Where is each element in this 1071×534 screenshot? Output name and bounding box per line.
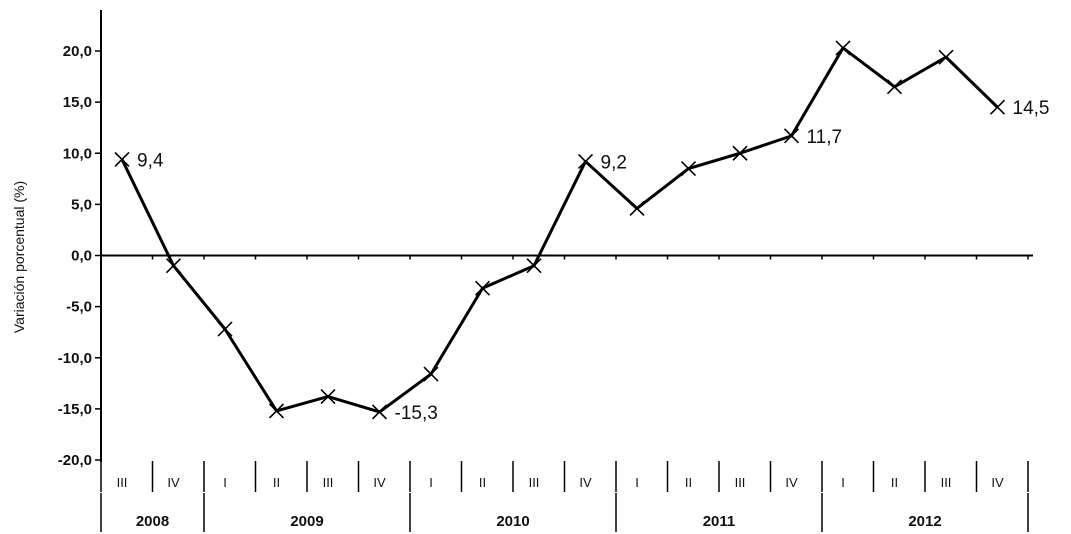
data-point bbox=[732, 145, 748, 161]
x-tick-label: III bbox=[529, 475, 540, 490]
year-label: 2011 bbox=[703, 513, 736, 530]
x-tick-label: IV bbox=[167, 475, 180, 490]
marker-stroke bbox=[732, 145, 748, 161]
data-labels: 9,4 -15,3 9,2 11,7 14,5 bbox=[137, 98, 1049, 424]
x-tick-label: III bbox=[735, 475, 746, 490]
data-point bbox=[474, 280, 491, 296]
marker-stroke bbox=[217, 321, 233, 337]
data-point bbox=[423, 366, 439, 382]
data-point bbox=[783, 128, 800, 144]
x-tick-label: II bbox=[891, 475, 898, 490]
data-point bbox=[320, 389, 336, 405]
marker-stroke bbox=[989, 99, 1006, 115]
marker-stroke bbox=[423, 366, 439, 382]
data-label: -15,3 bbox=[395, 403, 438, 424]
y-tick-label: -10,0 bbox=[58, 350, 92, 367]
marker-stroke bbox=[680, 161, 697, 177]
x-tick-label: IV bbox=[579, 475, 592, 490]
y-tick-label: -5,0 bbox=[66, 299, 92, 316]
data-point bbox=[577, 153, 594, 169]
data-point bbox=[268, 403, 285, 419]
data-label: 9,4 bbox=[137, 150, 164, 171]
marker-stroke bbox=[783, 128, 800, 144]
x-tick-label: I bbox=[429, 475, 433, 490]
marker-stroke bbox=[629, 200, 645, 217]
marker-stroke bbox=[526, 258, 542, 274]
year-label: 2010 bbox=[496, 513, 529, 530]
y-tick-label: 0,0 bbox=[71, 248, 92, 265]
x-tick-label: II bbox=[479, 475, 486, 490]
marker-stroke bbox=[268, 403, 285, 419]
data-point bbox=[371, 404, 388, 420]
data-label: 9,2 bbox=[601, 152, 627, 173]
data-point bbox=[835, 40, 851, 56]
data-point bbox=[886, 79, 903, 95]
x-tick-label: II bbox=[273, 475, 280, 490]
data-point bbox=[938, 49, 954, 65]
data-point bbox=[629, 200, 645, 217]
data-point bbox=[114, 151, 130, 167]
y-tick-label: -15,0 bbox=[58, 401, 92, 418]
marker-stroke bbox=[114, 151, 130, 167]
data-point bbox=[989, 99, 1006, 115]
y-tick-label: 15,0 bbox=[63, 94, 92, 111]
x-tick-label: III bbox=[323, 475, 334, 490]
series-line bbox=[120, 46, 999, 414]
marker-stroke bbox=[886, 79, 903, 95]
y-tick-label: -20,0 bbox=[58, 452, 92, 469]
data-point bbox=[217, 321, 233, 337]
x-tick-label: IV bbox=[991, 475, 1004, 490]
x-tick-label: I bbox=[841, 475, 845, 490]
x-tick-label: I bbox=[635, 475, 639, 490]
x-tick-label: II bbox=[685, 475, 692, 490]
marker-stroke bbox=[938, 49, 954, 65]
year-label: 2012 bbox=[908, 513, 941, 530]
series bbox=[114, 40, 1006, 420]
marker-stroke bbox=[474, 280, 491, 296]
x-axis: III IV I II III IV I II III IV I II III IV I II III IV200… bbox=[100, 254, 1033, 532]
marker-stroke bbox=[371, 404, 388, 420]
x-tick-label: III bbox=[941, 475, 952, 490]
x-tick-label: I bbox=[223, 475, 227, 490]
y-axis: 20,0 15,0 10,0 5,0 0,0 -5,0 -10,0 -15,0 -20,0 bbox=[58, 10, 102, 469]
y-tick-label: 10,0 bbox=[63, 145, 92, 162]
marker-stroke bbox=[165, 258, 182, 274]
year-label: 2008 bbox=[136, 513, 169, 530]
x-tick-label: III bbox=[117, 475, 128, 490]
data-label: 14,5 bbox=[1013, 98, 1050, 119]
marker-stroke bbox=[320, 389, 336, 405]
data-point bbox=[165, 258, 182, 274]
y-axis-label: Variación porcentual (%) bbox=[11, 181, 27, 333]
data-label: 11,7 bbox=[807, 127, 843, 148]
y-tick-label: 5,0 bbox=[71, 196, 92, 213]
x-tick-label: IV bbox=[785, 475, 798, 490]
year-label: 2009 bbox=[290, 513, 323, 530]
x-tick-label: IV bbox=[373, 475, 386, 490]
data-point bbox=[680, 161, 697, 177]
marker-stroke bbox=[835, 40, 851, 56]
data-point bbox=[526, 258, 542, 274]
marker-stroke bbox=[577, 153, 594, 169]
y-tick-label: 20,0 bbox=[63, 43, 92, 60]
